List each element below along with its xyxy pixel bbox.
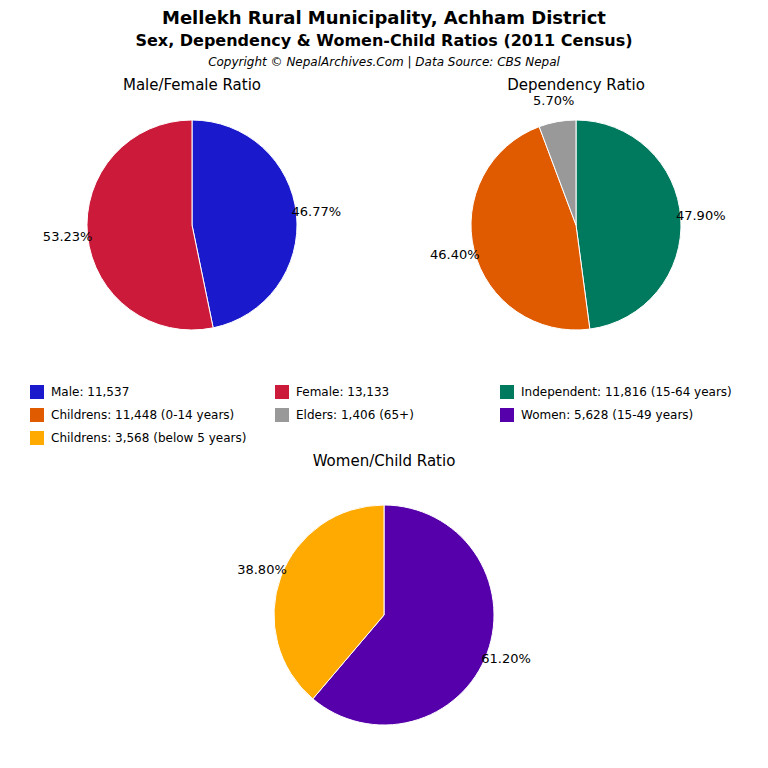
subtitle: Sex, Dependency & Women-Child Ratios (20…: [135, 31, 632, 50]
legend-swatch: [500, 385, 514, 399]
legend-entry: Female: 13,133: [275, 385, 389, 400]
chart-title: Women/Child Ratio: [313, 452, 456, 470]
chart-title: Male/Female Ratio: [123, 76, 261, 94]
legend: Male: 11,537 Female: 13,133 Independent: 1…: [30, 385, 732, 446]
annotation: Copyright © NepalArchives.Com | Data Sou…: [208, 55, 560, 69]
legend-label: Childrens: 11,448 (0-14 years): [51, 408, 234, 422]
chart-root: Mellekh Rural Municipality, Achham Distr…: [0, 0, 768, 768]
legend-swatch: [30, 408, 44, 422]
data-label: 61.20%: [481, 651, 531, 666]
data-label: 53.23%: [43, 229, 93, 244]
legend-label: Elders: 1,406 (65+): [296, 408, 414, 422]
legend-label: Female: 13,133: [296, 385, 389, 399]
pie-chart: Women/Child Ratio 61.20% 38.80%: [237, 452, 531, 725]
pie-chart: Dependency Ratio 47.90% 46.40% 5.70%: [430, 76, 726, 330]
pie-slice: [87, 120, 213, 330]
legend-entry: Independent: 11,816 (15-64 years): [500, 385, 732, 400]
slices: [274, 505, 494, 725]
pie-chart: Male/Female Ratio 46.77% 53.23%: [43, 76, 341, 330]
legend-swatch: [30, 431, 44, 445]
legend-swatch: [275, 385, 289, 399]
legend-label: Childrens: 3,568 (below 5 years): [51, 431, 246, 445]
legend-entry: Childrens: 3,568 (below 5 years): [30, 431, 246, 446]
data-label: 46.77%: [292, 204, 342, 219]
slices: [471, 120, 681, 330]
data-labels: 61.20% 38.80%: [237, 562, 531, 667]
legend-entry: Elders: 1,406 (65+): [275, 408, 414, 423]
legend-swatch: [30, 385, 44, 399]
legend-label: Women: 5,628 (15-49 years): [521, 408, 693, 422]
legend-swatch: [500, 408, 514, 422]
data-label: 47.90%: [676, 208, 726, 223]
legend-swatch: [275, 408, 289, 422]
legend-label: Male: 11,537: [51, 385, 129, 399]
legend-label: Independent: 11,816 (15-64 years): [521, 385, 732, 399]
legend-entry: Male: 11,537: [30, 385, 129, 400]
pie-slice: [192, 120, 297, 328]
chart-title: Dependency Ratio: [507, 76, 645, 94]
data-label: 46.40%: [430, 247, 480, 262]
pie-slice: [576, 120, 681, 329]
pie-slice: [539, 120, 576, 225]
data-labels: 47.90% 46.40% 5.70%: [430, 93, 726, 261]
title: Mellekh Rural Municipality, Achham Distr…: [162, 7, 606, 28]
data-labels: 46.77% 53.23%: [43, 204, 341, 244]
data-label: 38.80%: [237, 562, 287, 577]
legend-entry: Women: 5,628 (15-49 years): [500, 408, 693, 423]
slices: [87, 120, 297, 330]
pie-slice: [274, 505, 384, 699]
data-label: 5.70%: [533, 93, 574, 108]
legend-entry: Childrens: 11,448 (0-14 years): [30, 408, 234, 423]
